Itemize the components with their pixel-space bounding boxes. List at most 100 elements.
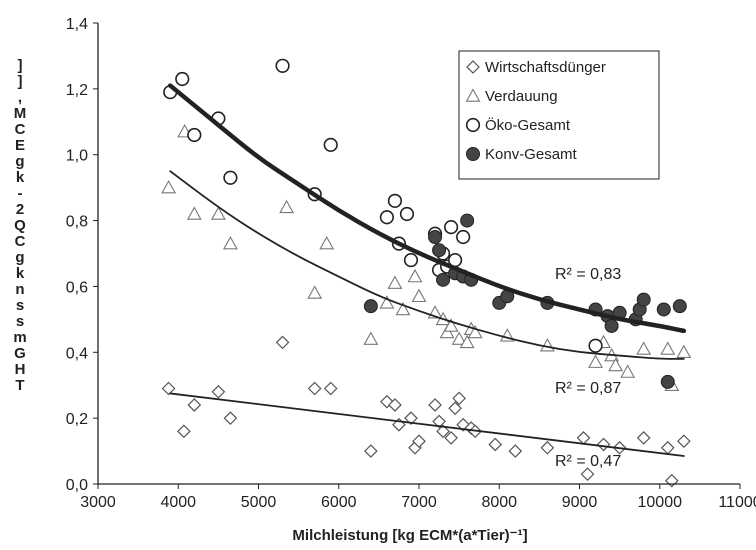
y-label-char: G <box>14 345 26 362</box>
data-point <box>664 473 679 488</box>
data-point <box>399 206 415 222</box>
data-point <box>323 137 338 152</box>
data-point <box>379 210 395 225</box>
data-point <box>387 193 403 208</box>
data-point <box>388 398 402 412</box>
data-point <box>460 213 475 228</box>
legend-item: Wirtschaftsdünger <box>466 59 606 76</box>
y-label-char: , <box>18 89 22 106</box>
y-label-char: ] <box>18 57 23 74</box>
data-point <box>456 229 471 245</box>
y-label-char: ] <box>18 73 23 90</box>
data-point <box>395 301 411 316</box>
legend-label: Konv-Gesamt <box>485 146 578 163</box>
legend-box <box>458 50 660 180</box>
data-point <box>540 440 555 455</box>
y-label-char: m <box>13 329 26 346</box>
data-point <box>444 220 459 235</box>
data-point <box>428 230 443 245</box>
legend-label: Öko-Gesamt <box>485 116 571 134</box>
legend-item: Konv-Gesamt <box>466 146 578 163</box>
data-point <box>596 437 611 452</box>
r2-label: R² = 0,83 <box>555 266 621 283</box>
data-point <box>448 401 462 416</box>
data-point <box>660 440 675 455</box>
data-point <box>539 338 555 352</box>
data-point <box>620 364 636 378</box>
data-point <box>387 275 403 289</box>
y-tick-label: 1,0 <box>66 148 88 165</box>
r2-label: R² = 0,87 <box>555 380 621 397</box>
data-point <box>379 295 395 309</box>
data-point <box>211 384 226 399</box>
trendline-manure <box>169 392 685 457</box>
legend-marker <box>465 88 481 102</box>
data-point <box>444 431 458 445</box>
legend-label: Wirtschaftsdünger <box>485 59 606 76</box>
legend-marker <box>466 60 480 74</box>
y-label-char: E <box>15 137 25 154</box>
y-tick-label: 0,6 <box>66 279 88 296</box>
data-point <box>588 338 603 353</box>
legend-label: Verdauung <box>485 88 558 105</box>
r2-labels: R² = 0,83 R² = 0,87 R² = 0,47 <box>555 266 621 470</box>
y-label-char: C <box>15 121 26 138</box>
trend-lines <box>167 83 687 457</box>
y-label-char: s <box>16 297 24 314</box>
data-point <box>452 391 466 406</box>
data-point <box>177 424 191 439</box>
data-point <box>436 424 450 439</box>
data-point <box>636 431 651 445</box>
data-point <box>364 444 378 458</box>
data-point <box>588 354 603 368</box>
data-point <box>508 444 523 458</box>
data-point <box>323 381 338 396</box>
y-label-char: M <box>14 105 27 122</box>
y-label-char: g <box>15 249 24 266</box>
x-tick-label: 5000 <box>241 494 277 511</box>
data-point <box>187 127 202 143</box>
x-tick-label: 3000 <box>80 494 116 511</box>
x-tick-label: 8000 <box>481 494 517 511</box>
data-point <box>676 434 691 449</box>
data-point <box>404 411 418 425</box>
data-point <box>432 414 446 429</box>
data-point <box>307 381 322 396</box>
data-point <box>636 292 651 307</box>
y-tick-label: 0,8 <box>66 214 88 231</box>
legend-items: Wirtschaftsdünger Verdauung Öko-Gesamt Konv… <box>465 59 606 163</box>
data-point <box>636 341 652 355</box>
data-point <box>223 411 238 425</box>
data-point <box>412 434 426 449</box>
data-point <box>161 381 176 396</box>
y-label-char: g <box>15 153 24 170</box>
y-tick-label: 1,4 <box>66 16 88 33</box>
y-label-char: n <box>15 281 24 298</box>
data-point <box>186 206 202 220</box>
data-point <box>319 235 335 250</box>
trendline-total <box>167 83 687 334</box>
data-point <box>222 235 238 250</box>
legend-marker <box>465 117 481 133</box>
data-point <box>459 334 475 349</box>
x-tick-label: 4000 <box>160 494 196 511</box>
data-point <box>451 331 467 345</box>
x-axis-title: Milchleistung [kg ECM*(a*Tier)⁻¹] <box>292 527 527 544</box>
data-point <box>660 374 675 389</box>
data-point <box>604 318 619 333</box>
data-point <box>363 299 378 314</box>
data-point <box>411 288 427 303</box>
data-point <box>175 71 190 87</box>
data-point <box>161 180 177 194</box>
data-point <box>660 341 676 355</box>
data-point <box>187 398 202 412</box>
y-tick-label: 0,2 <box>66 411 88 428</box>
series-1 <box>161 124 692 391</box>
axes <box>93 22 741 489</box>
data-point <box>275 335 290 350</box>
data-point <box>428 398 442 412</box>
